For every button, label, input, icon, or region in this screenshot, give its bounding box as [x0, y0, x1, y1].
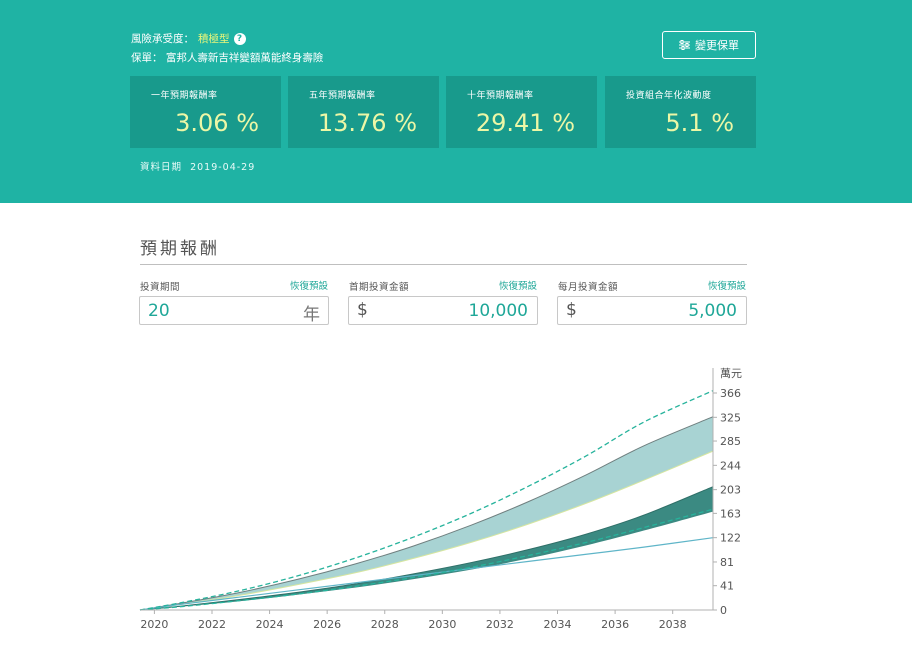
period-unit: 年	[303, 305, 320, 325]
section-title: 預期報酬	[140, 239, 220, 259]
initial-amount-value: 10,000	[468, 301, 528, 321]
y-tick-label: 203	[720, 484, 741, 497]
stat-card-10y: 十年預期報酬率 29.41 %	[446, 76, 597, 148]
change-policy-button[interactable]: 變更保單	[662, 31, 756, 59]
lower-band-top-line	[139, 486, 714, 611]
monthly-amount-value: 5,000	[688, 301, 737, 321]
y-tick-label: 81	[720, 556, 734, 569]
stat-label: 五年預期報酬率	[309, 91, 376, 101]
policy-info: 保單： 富邦人壽新吉祥變額萬能終身壽險	[131, 50, 323, 65]
stat-label: 投資組合年化波動度	[626, 91, 712, 101]
x-tick-label: 2032	[486, 618, 514, 631]
x-tick-label: 2026	[313, 618, 341, 631]
low-scenario-dashed-line	[139, 508, 714, 611]
x-tick-label: 2028	[371, 618, 399, 631]
risk-label: 風險承受度：	[131, 33, 194, 45]
y-tick-label: 325	[720, 411, 741, 424]
stat-value: 29.41 %	[475, 109, 575, 137]
currency-symbol: $	[566, 300, 577, 320]
high-scenario-dashed-line	[139, 390, 714, 611]
stat-label: 十年預期報酬率	[467, 91, 534, 101]
sliders-icon	[679, 40, 690, 50]
initial-amount-input[interactable]: $ 10,000	[348, 296, 538, 325]
x-tick-label: 2030	[428, 618, 456, 631]
stat-value: 5.1 %	[665, 109, 734, 137]
upper-return-band	[140, 416, 713, 610]
y-unit-label: 萬元	[720, 367, 742, 380]
stat-card-5y: 五年預期報酬率 13.76 %	[288, 76, 439, 148]
principal-line	[139, 537, 714, 611]
policy-name: 富邦人壽新吉祥變額萬能終身壽險	[165, 52, 324, 64]
y-tick-label: 163	[720, 507, 741, 520]
x-tick-label: 2024	[256, 618, 284, 631]
data-date: 資料日期 2019-04-29	[140, 159, 255, 173]
policy-label: 保單：	[131, 52, 163, 64]
upper-band-bottom-line	[139, 450, 714, 611]
stat-value: 3.06 %	[175, 109, 259, 137]
summary-banner: 風險承受度： 積極型? 保單： 富邦人壽新吉祥變額萬能終身壽險 變更保單 一年預期…	[0, 0, 912, 203]
x-tick-label: 2038	[659, 618, 687, 631]
period-label: 投資期間	[140, 282, 181, 293]
y-tick-label: 366	[720, 387, 741, 400]
currency-symbol: $	[357, 300, 368, 320]
help-icon[interactable]: ?	[233, 33, 246, 45]
projection-chart-svg: 0 41 81 122 163 203 244 285 325 366 萬元 2020 2022 2024…	[139, 367, 742, 631]
initial-label: 首期投資金額	[349, 282, 410, 293]
data-date-label: 資料日期	[140, 162, 183, 173]
y-tick-label: 285	[720, 435, 741, 448]
x-tick-label: 2036	[601, 618, 629, 631]
period-input[interactable]: 20 年	[139, 296, 329, 325]
y-tick-label: 41	[720, 580, 734, 593]
initial-reset-link[interactable]: 恢復預設	[498, 281, 537, 292]
monthly-label: 每月投資金額	[558, 282, 619, 293]
x-tick-label: 2022	[198, 618, 226, 631]
risk-tolerance: 風險承受度： 積極型?	[131, 31, 246, 46]
y-tick-label: 244	[720, 459, 741, 472]
stat-value: 13.76 %	[317, 109, 417, 137]
projection-chart: 0 41 81 122 163 203 244 285 325 366 萬元 2020 2022 2024…	[0, 360, 912, 643]
y-tick-label: 0	[720, 604, 727, 617]
section-divider	[140, 264, 747, 265]
change-policy-label: 變更保單	[695, 39, 739, 52]
period-value: 20	[148, 301, 170, 321]
x-tick-label: 2034	[544, 618, 572, 631]
upper-band-top-line	[139, 416, 714, 611]
y-tick-label: 122	[720, 532, 741, 545]
x-tick-label: 2020	[140, 618, 168, 631]
monthly-reset-link[interactable]: 恢復預設	[707, 281, 746, 292]
period-reset-link[interactable]: 恢復預設	[289, 281, 328, 292]
monthly-amount-input[interactable]: $ 5,000	[557, 296, 747, 325]
stat-card-1y: 一年預期報酬率 3.06 %	[130, 76, 281, 148]
data-date-value: 2019-04-29	[190, 162, 256, 173]
stat-label: 一年預期報酬率	[151, 91, 218, 101]
stat-card-volatility: 投資組合年化波動度 5.1 %	[605, 76, 756, 148]
risk-value: 積極型	[198, 33, 230, 45]
